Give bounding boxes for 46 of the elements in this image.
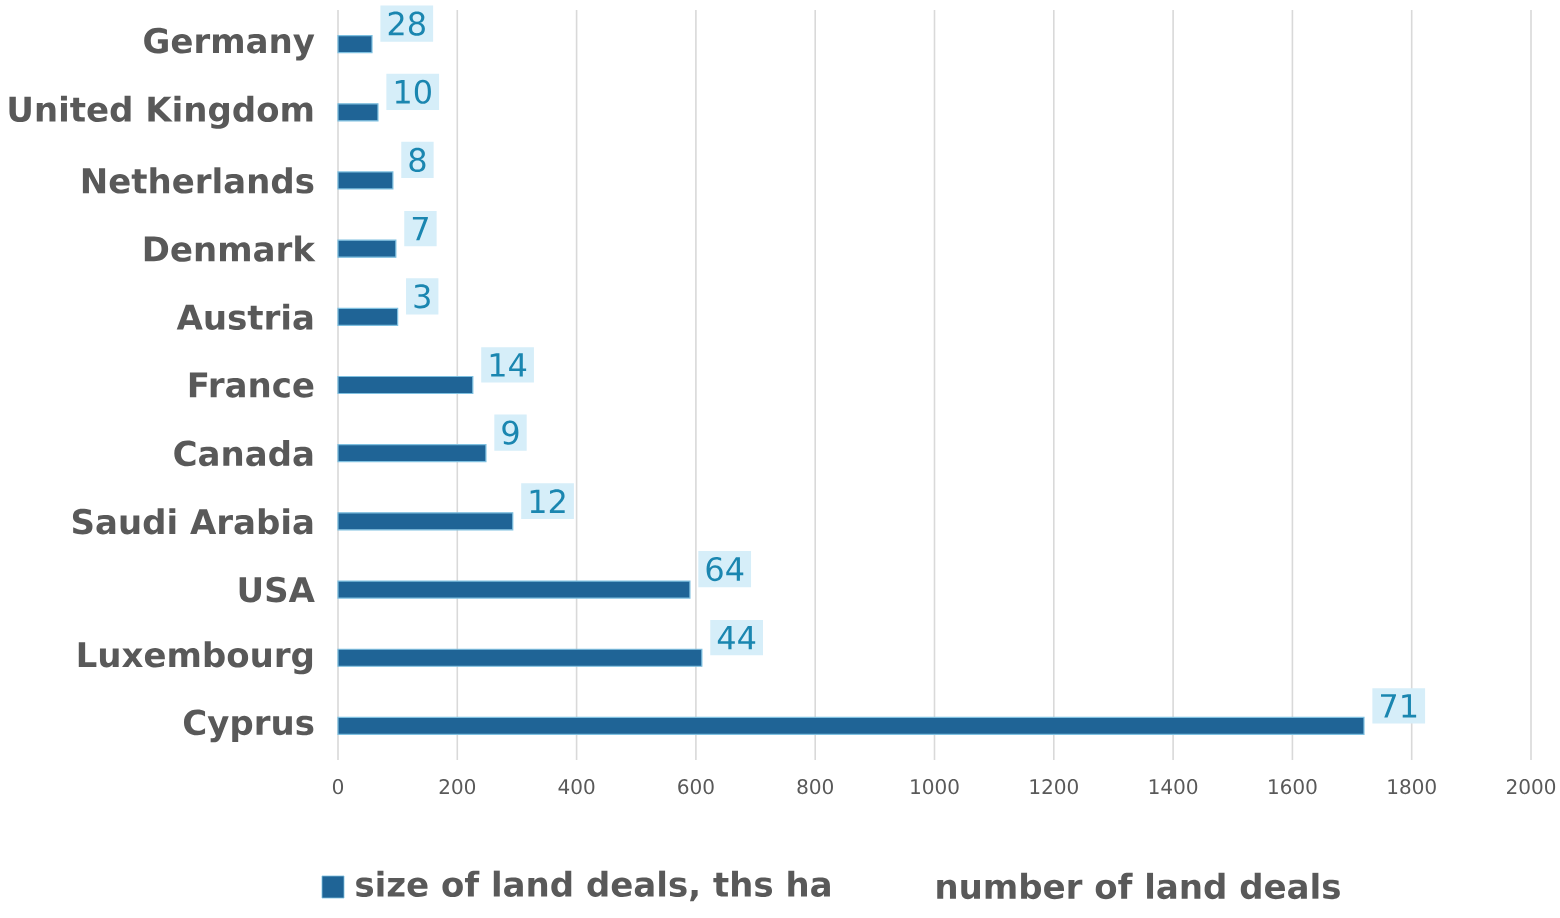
text: 14	[490, 353, 527, 377]
text: 64	[706, 556, 744, 582]
x-tick-label: 1800	[1388, 779, 1436, 795]
bar	[337, 307, 399, 326]
x-tick-label: 800	[797, 779, 833, 795]
y-tick-label: Austria	[176, 303, 313, 330]
text: 8	[409, 147, 426, 173]
x-tick-label: 1600	[1269, 779, 1317, 795]
text: 3	[414, 284, 430, 309]
y-tick-label: Germany	[144, 27, 315, 61]
bar	[337, 171, 394, 190]
y-tick-label: Canada	[174, 440, 313, 467]
bar	[337, 103, 379, 122]
x-tick-label: 1200	[1030, 779, 1078, 795]
text: 12	[530, 489, 565, 513]
text: 7	[412, 216, 428, 241]
x-tick-label: 600	[678, 779, 714, 795]
bar	[337, 239, 397, 258]
x-tick-label: 400	[558, 779, 595, 795]
y-tick-label: Netherlands	[82, 167, 314, 194]
y-tick-label: Cyprus	[183, 709, 314, 743]
x-tick-label: 1000	[911, 779, 959, 795]
text: 71	[1381, 694, 1417, 718]
text: 9	[502, 420, 519, 445]
bar	[337, 648, 703, 667]
bar	[337, 716, 1365, 736]
x-tick-label: 200	[439, 779, 476, 795]
x-tick-label: 0	[332, 779, 344, 795]
x-tick-label: 1400	[1149, 779, 1198, 795]
bar	[337, 444, 487, 463]
bar	[337, 375, 474, 395]
bar	[337, 35, 373, 54]
text: 28	[388, 11, 425, 36]
y-tick-label: Denmark	[144, 235, 316, 262]
text: 10	[395, 79, 431, 104]
legend-label: size of land deals, ths ha	[356, 870, 830, 902]
text: 44	[717, 626, 756, 650]
x-tick-label: 2000	[1507, 779, 1556, 795]
y-tick-label: France	[189, 372, 314, 398]
y-tick-label: USA	[239, 576, 315, 603]
y-tick-label: United Kingdom	[9, 95, 313, 129]
y-tick-label: Luxembourg	[78, 641, 313, 675]
y-tick-label: Saudi Arabia	[72, 508, 313, 535]
bar	[337, 512, 514, 531]
text: number of land deals	[937, 872, 1340, 900]
bar	[337, 580, 691, 599]
